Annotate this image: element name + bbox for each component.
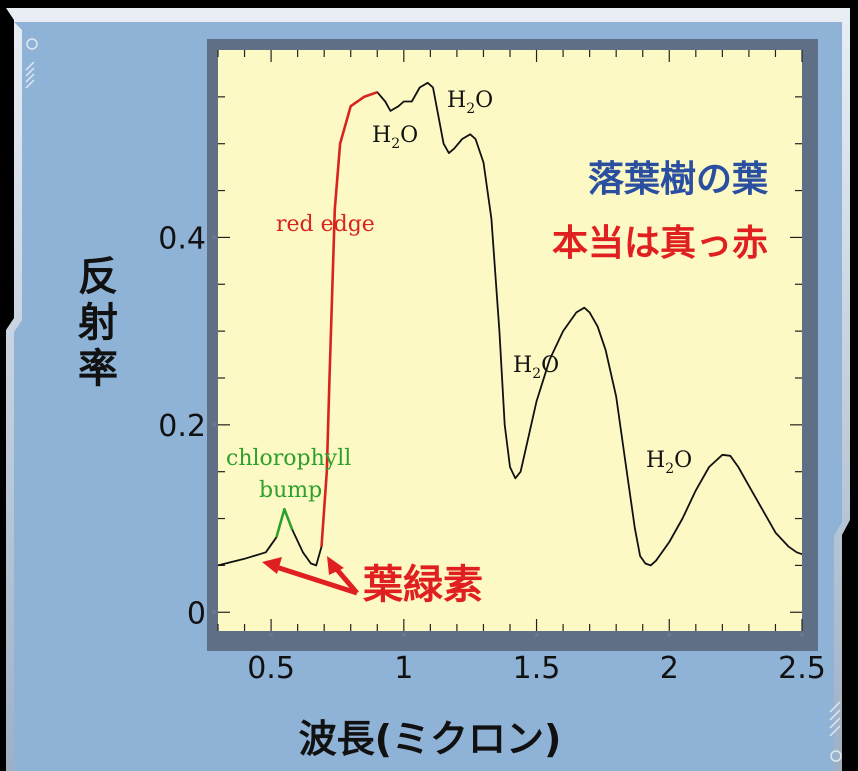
red-edge-label: red edge bbox=[276, 212, 375, 237]
arrow-head-right-icon bbox=[327, 556, 344, 575]
chlorophyll-bump-segment bbox=[275, 507, 294, 538]
h2o-label: H2O bbox=[646, 448, 692, 477]
note-actually-red: 本当は真っ赤 bbox=[552, 223, 768, 264]
x-tick-label: 2.5 bbox=[778, 651, 826, 686]
plot-area bbox=[218, 50, 802, 631]
h2o-label: H2O bbox=[372, 123, 418, 152]
curve-group bbox=[217, 81, 803, 567]
y-tick-label: 0.4 bbox=[158, 221, 206, 256]
note-deciduous-leaf: 落葉樹の葉 bbox=[588, 159, 769, 200]
arrow-head-left-icon bbox=[262, 557, 282, 574]
pigment-arrows bbox=[262, 556, 359, 596]
h2o-labels: H2O H2O H2O H2O bbox=[372, 88, 692, 477]
x-tick-dot bbox=[269, 633, 274, 637]
h2o-label: H2O bbox=[513, 353, 559, 382]
h2o-label: H2O bbox=[447, 88, 493, 117]
y-axis-title: 反射率 bbox=[78, 254, 118, 392]
chlorophyll-label-line2: bump bbox=[259, 478, 322, 503]
x-tick-dot bbox=[667, 633, 672, 637]
panel-screw-icon bbox=[25, 38, 38, 89]
chlorophyll-label-line1: chlorophyll bbox=[226, 446, 351, 471]
x-tick-dot bbox=[401, 633, 406, 637]
y-tick-dot bbox=[212, 610, 216, 615]
x-tick-dot bbox=[800, 633, 804, 637]
y-tick-dot bbox=[212, 422, 216, 427]
y-tick-label: 0.2 bbox=[158, 409, 206, 444]
x-axis-title: 波長(ミクロン) bbox=[299, 717, 562, 761]
arrow-to-green-peak bbox=[272, 563, 358, 596]
red-edge-segment bbox=[320, 90, 378, 547]
x-tick-label: 1 bbox=[394, 651, 413, 686]
y-tick-dot bbox=[212, 235, 216, 240]
x-tick-label: 2 bbox=[660, 651, 679, 686]
tick-labels: 0.5 1 1.5 2 2.5 0 0.2 0.4 bbox=[158, 221, 826, 686]
x-tick-dot bbox=[534, 633, 539, 637]
y-tick-label: 0 bbox=[187, 596, 206, 631]
panel-grip-icon bbox=[829, 701, 842, 762]
x-tick-label: 0.5 bbox=[247, 651, 295, 686]
x-tick-label: 1.5 bbox=[513, 651, 561, 686]
axis-ticks bbox=[212, 50, 804, 637]
pigment-label: 葉緑素 bbox=[362, 562, 483, 608]
